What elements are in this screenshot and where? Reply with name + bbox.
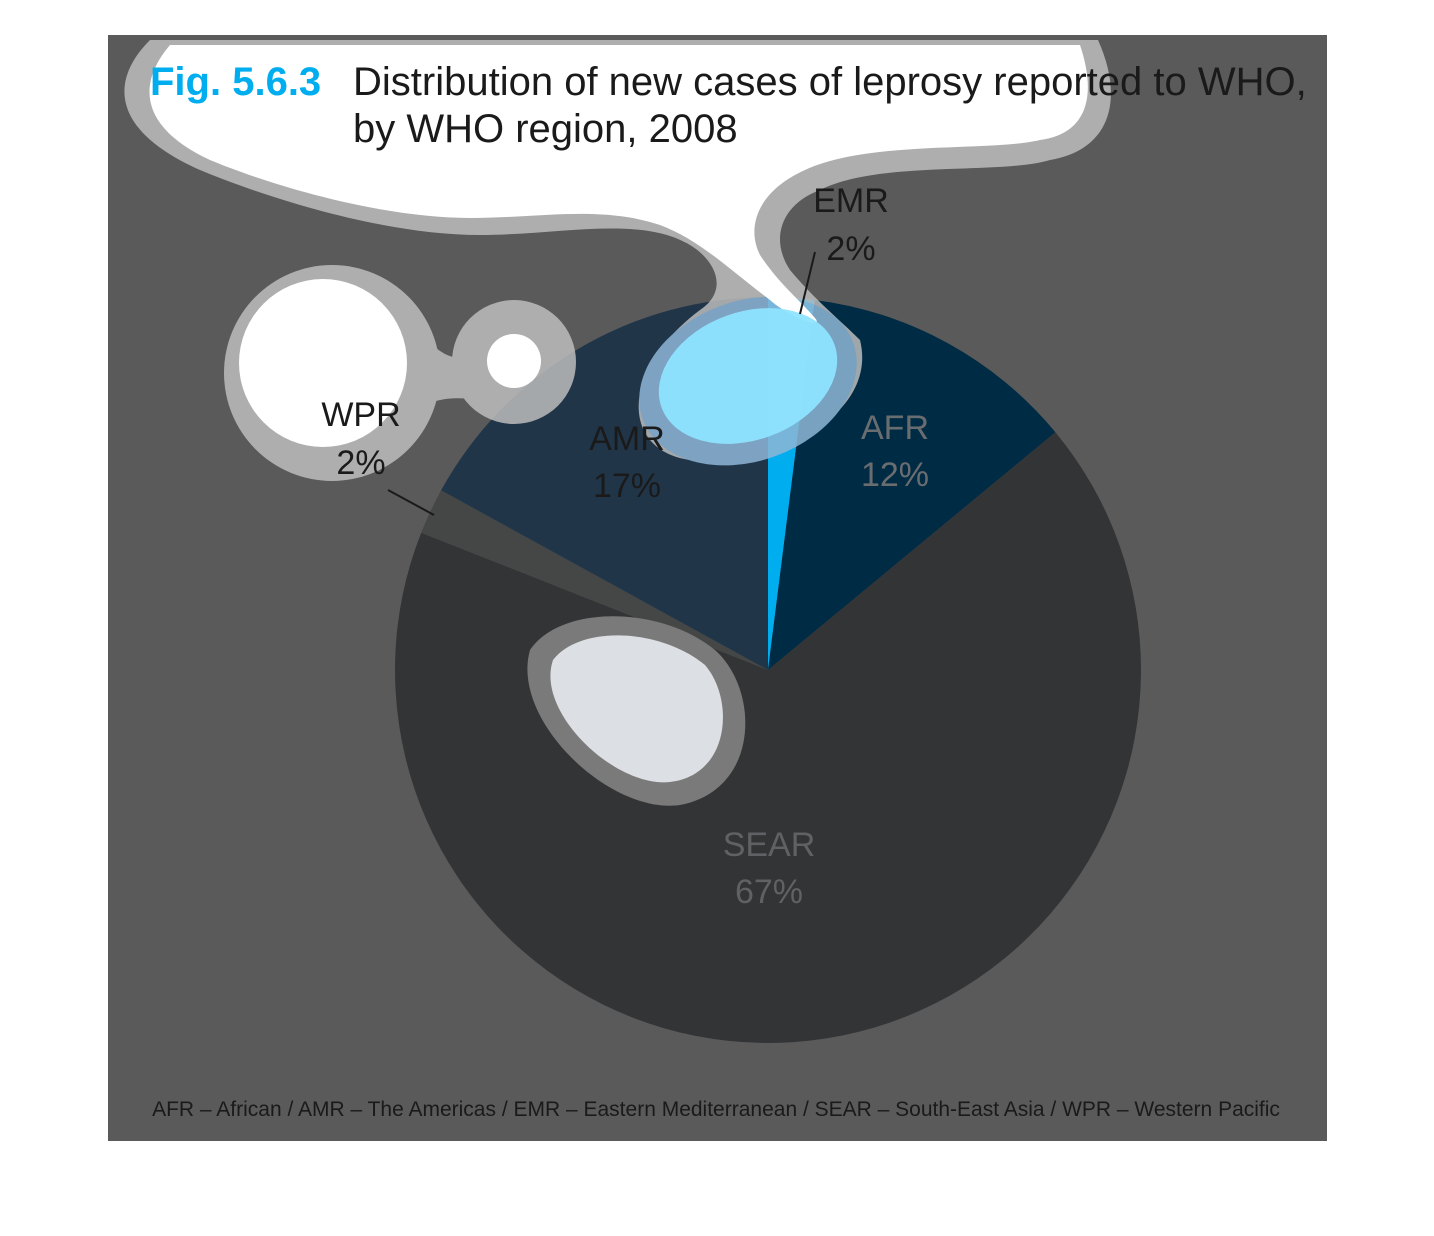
bubble-large-fill (239, 279, 407, 447)
decorative-blob (527, 616, 746, 806)
label-sear-name: SEAR (723, 826, 816, 864)
leader-line-wpr (387, 489, 435, 516)
label-afr-name: AFR (861, 409, 929, 447)
pie-slice-wpr (421, 490, 768, 670)
bubble-connector (420, 330, 500, 410)
cloud-fill (149, 45, 1088, 323)
label-amr-name: AMR (589, 420, 665, 458)
label-afr-value: 12% (861, 456, 929, 494)
bubble-small-fill (487, 334, 541, 388)
cloud-bottom-blob (658, 308, 838, 444)
figure-title-line1: Distribution of new cases of leprosy rep… (353, 60, 1307, 104)
label-amr-value: 17% (593, 467, 661, 505)
thought-cloud-decoration (124, 40, 1111, 481)
pie-slice-sear (394, 432, 1141, 1043)
slice-labels: EMR 2% AFR 12% SEAR 67% WPR 2% AMR 17% (321, 182, 929, 911)
label-emr-value: 2% (826, 230, 875, 268)
label-sear-value: 67% (735, 873, 803, 911)
label-wpr-name: WPR (321, 396, 400, 434)
region-legend-footnote: AFR – African / AMR – The Americas / EMR… (152, 1098, 1280, 1121)
figure-title-line2: by WHO region, 2008 (353, 107, 738, 151)
leader-line-emr (799, 251, 816, 315)
label-wpr-value: 2% (336, 444, 385, 482)
label-emr-name: EMR (813, 182, 889, 220)
figure-number: Fig. 5.6.3 (150, 60, 321, 104)
